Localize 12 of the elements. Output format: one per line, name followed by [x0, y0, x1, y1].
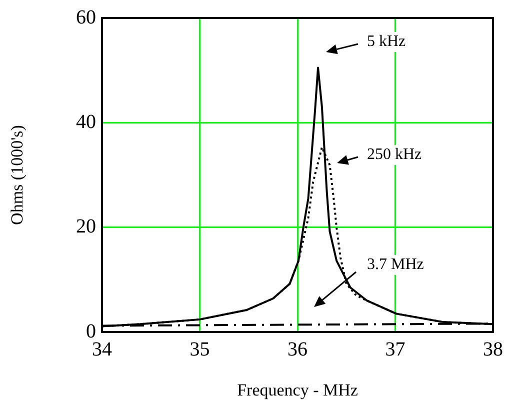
y-tick-label: 20	[76, 216, 96, 238]
x-axis-title: Frequency - MHz	[237, 380, 358, 400]
y-tick-label: 40	[76, 110, 96, 133]
annotation: 5 kHz	[366, 32, 407, 52]
annotation: 3.7 MHz	[366, 255, 425, 275]
y-tick-label: 60	[76, 6, 96, 28]
x-tick-label: 35	[190, 338, 210, 360]
y-axis-title: Ohms (1000's)	[8, 125, 27, 225]
x-tick-label: 37	[385, 338, 406, 360]
annotation: 250 kHz	[366, 145, 423, 165]
x-tick-label: 36	[288, 338, 308, 360]
x-tick-label: 38	[483, 338, 503, 360]
